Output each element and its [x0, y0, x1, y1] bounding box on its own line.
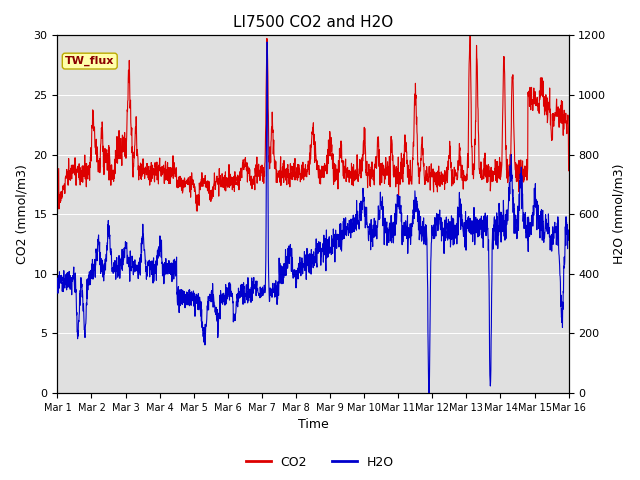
Title: LI7500 CO2 and H2O: LI7500 CO2 and H2O: [233, 15, 393, 30]
Legend: CO2, H2O: CO2, H2O: [241, 451, 399, 474]
Y-axis label: CO2 (mmol/m3): CO2 (mmol/m3): [15, 164, 28, 264]
Text: TW_flux: TW_flux: [65, 56, 115, 66]
X-axis label: Time: Time: [298, 419, 328, 432]
Y-axis label: H2O (mmol/m3): H2O (mmol/m3): [612, 164, 625, 264]
